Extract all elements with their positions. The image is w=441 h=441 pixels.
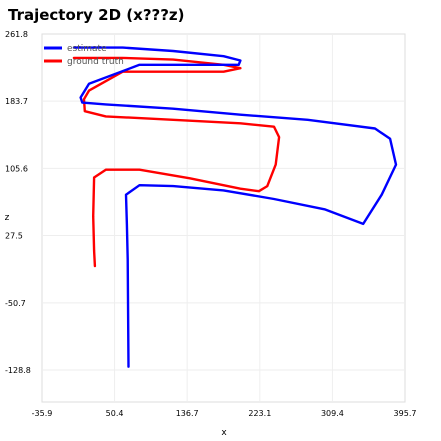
series-lines bbox=[72, 46, 398, 368]
y-tick-label: 27.5 bbox=[5, 232, 23, 241]
grid bbox=[42, 34, 405, 402]
x-tick-label: 223.1 bbox=[248, 409, 271, 418]
y-tick-label: 183.7 bbox=[5, 97, 28, 106]
x-tick-label: 50.4 bbox=[106, 409, 124, 418]
legend-label: estimate bbox=[67, 44, 107, 54]
y-axis-label: z bbox=[5, 213, 10, 223]
x-tick-label: 309.4 bbox=[321, 409, 344, 418]
x-tick-label: 136.7 bbox=[176, 409, 199, 418]
y-tick-label: -50.7 bbox=[5, 299, 26, 308]
series-line-ground-truth bbox=[72, 56, 281, 268]
x-tick-label: -35.9 bbox=[32, 409, 53, 418]
y-tick-label: 105.6 bbox=[5, 164, 28, 173]
chart-title: Trajectory 2D (x???z) bbox=[8, 6, 185, 24]
legend-label: ground truth bbox=[67, 57, 124, 67]
y-ticks: 261.8 183.7 105.6 27.5 -50.7 -128.8 bbox=[5, 30, 31, 375]
x-ticks: -35.9 50.4 136.7 223.1 309.4 395.7 bbox=[32, 409, 417, 418]
legend: estimate ground truth bbox=[44, 44, 124, 67]
series-line-estimate bbox=[72, 46, 398, 368]
x-axis-label: x bbox=[221, 428, 227, 438]
y-tick-label: -128.8 bbox=[5, 366, 31, 375]
y-tick-label: 261.8 bbox=[5, 30, 28, 39]
x-tick-label: 395.7 bbox=[394, 409, 417, 418]
